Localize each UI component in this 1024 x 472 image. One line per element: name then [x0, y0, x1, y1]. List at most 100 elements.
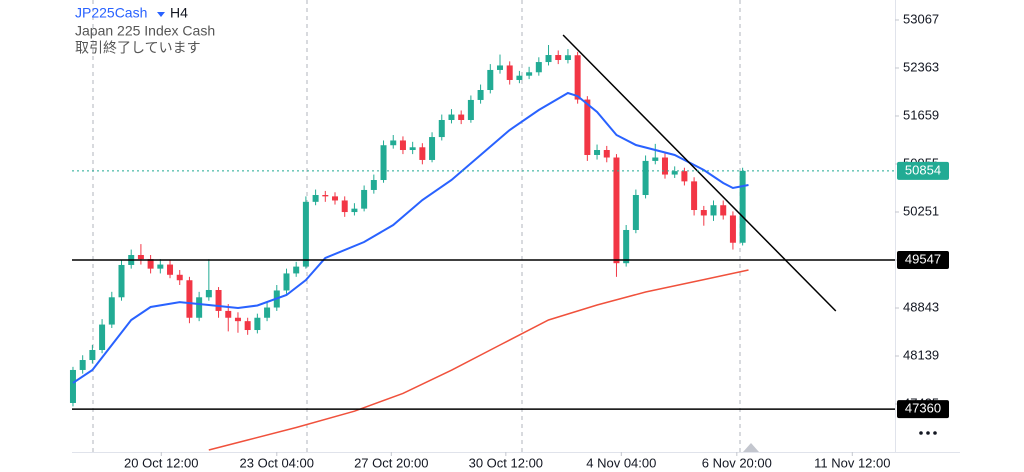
candle-body: [526, 72, 533, 76]
candle-body: [574, 55, 581, 100]
timeframe[interactable]: H4: [170, 5, 188, 21]
candle-body: [467, 99, 474, 121]
candle-body: [167, 264, 174, 275]
y-tick-label: 53067: [903, 11, 939, 26]
level-label-box: [897, 250, 949, 269]
candle-body: [89, 349, 96, 361]
candle-body: [69, 369, 76, 403]
instrument-name: Japan 225 Index Cash: [75, 23, 215, 39]
candle-body: [312, 195, 319, 202]
candle-body: [652, 157, 659, 161]
candle-body: [564, 55, 571, 61]
scroll-marker[interactable]: [743, 443, 759, 452]
candle-body: [293, 266, 300, 274]
y-tick-label: 51659: [903, 107, 939, 122]
candle-body: [487, 69, 494, 91]
candle-body: [215, 289, 222, 311]
candle-body: [700, 210, 707, 216]
candle-body: [477, 90, 484, 100]
x-tick-label: 20 Oct 12:00: [124, 455, 198, 470]
candle-body: [671, 171, 678, 175]
candle-body: [137, 255, 144, 260]
y-tick-label: 48139: [903, 347, 939, 362]
candle-body: [496, 65, 503, 70]
market-status: 取引終了しています: [75, 40, 201, 56]
candle-body: [108, 297, 115, 325]
candle-body: [254, 317, 261, 331]
candle-body: [176, 274, 183, 281]
candle-body: [516, 75, 523, 80]
more-button[interactable]: [919, 431, 937, 435]
candle-body: [545, 55, 552, 63]
candle-body: [613, 157, 620, 264]
candle-body: [79, 360, 86, 370]
candle-body: [361, 189, 368, 209]
candle-body: [283, 273, 290, 291]
candle-body: [632, 195, 639, 230]
trend-line: [562, 34, 837, 312]
candle-body: [399, 140, 406, 151]
candle-body: [370, 180, 377, 190]
candle-body: [196, 297, 203, 318]
candle-body: [322, 195, 329, 197]
level-label: 47360: [905, 401, 941, 416]
candle-body: [438, 120, 445, 138]
candle-body: [351, 208, 358, 213]
x-tick-label: 4 Nov 04:00: [586, 455, 656, 470]
x-tick-label: 6 Nov 20:00: [702, 455, 772, 470]
level-label: 49547: [905, 251, 941, 266]
candle-body: [390, 140, 397, 146]
candle-body: [99, 324, 106, 350]
candle-body: [739, 170, 746, 243]
candle-body: [205, 289, 212, 298]
candle-body: [234, 317, 241, 322]
plot: 5306752363516595095550251495474884348139…: [69, 11, 939, 470]
overlay: 49547 47360 50854: [897, 161, 949, 419]
x-tick-label: 27 Oct 20:00: [354, 455, 428, 470]
symbol-menu-icon[interactable]: [157, 12, 165, 17]
candle-body: [661, 157, 668, 175]
candle-body: [623, 229, 630, 264]
candle-body: [506, 65, 513, 80]
candle-body: [594, 150, 601, 155]
candle-body: [603, 150, 610, 158]
candle-body: [409, 147, 416, 151]
x-tick-label: 30 Oct 12:00: [469, 455, 543, 470]
candle-body: [448, 114, 455, 121]
candle-body: [681, 171, 688, 182]
candle-body: [710, 205, 717, 216]
symbol[interactable]: JP225Cash: [75, 5, 147, 21]
moving-average: [208, 269, 749, 451]
candle-body: [535, 62, 542, 73]
candle-body: [429, 137, 436, 160]
candle-body: [729, 215, 736, 243]
level-label-box: [897, 400, 949, 419]
last-price-box: [897, 161, 949, 180]
candle-body: [691, 181, 698, 211]
candle-body: [244, 321, 251, 331]
x-tick-label: 23 Oct 04:00: [240, 455, 314, 470]
candle-body: [341, 200, 348, 213]
candle-body: [584, 99, 591, 155]
candle-body: [642, 160, 649, 196]
moving-average: [72, 91, 749, 384]
candle-body: [720, 205, 727, 216]
x-tick-label: 11 Nov 12:00: [814, 455, 890, 470]
candle-body: [458, 114, 465, 121]
candle-body: [332, 196, 339, 201]
y-tick-label: 48843: [903, 299, 939, 314]
candle-body: [380, 145, 387, 181]
candle-body: [555, 55, 562, 61]
candle-body: [225, 310, 232, 318]
candle-body: [157, 264, 164, 269]
candle-body: [118, 264, 125, 298]
y-tick-label: 52363: [903, 59, 939, 74]
candle-body: [419, 147, 426, 160]
candle-body: [264, 307, 271, 318]
candle-body: [147, 259, 154, 269]
candle-body: [302, 201, 309, 267]
candle-body: [186, 280, 193, 318]
y-tick-label: 50251: [903, 203, 939, 218]
last-price-label: 50854: [905, 162, 941, 177]
